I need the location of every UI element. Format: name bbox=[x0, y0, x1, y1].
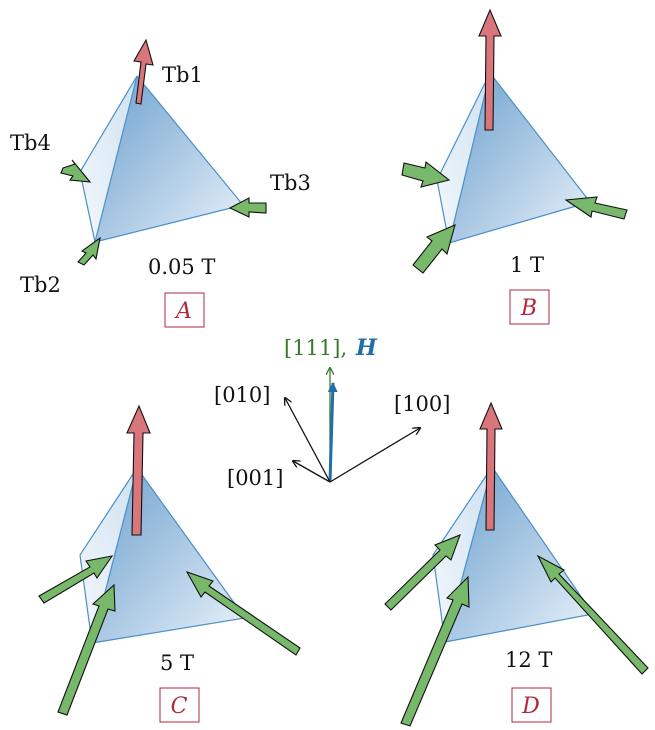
spin-arrow-tb1-a bbox=[133, 38, 154, 105]
field-H-arrow bbox=[327, 382, 338, 483]
label-tb1: Tb1 bbox=[162, 63, 203, 87]
label-tb2: Tb2 bbox=[20, 273, 61, 297]
axis-001-arrow bbox=[293, 461, 331, 483]
spin-arrow-tb3-b bbox=[564, 196, 628, 220]
tetrahedron-b bbox=[436, 72, 592, 244]
label-field-H: H bbox=[355, 335, 378, 361]
spin-arrow-tb3-d bbox=[536, 554, 649, 675]
panel-c: 5 T C bbox=[38, 404, 301, 723]
tetrahedron-a bbox=[79, 75, 245, 243]
field-label-b: 1 T bbox=[510, 253, 544, 277]
spin-arrow-tb4-b bbox=[401, 160, 451, 188]
spin-arrow-tb1-b bbox=[478, 8, 502, 131]
crystal-axes: [111], H [010] [100] [001] bbox=[214, 335, 450, 490]
field-label-c: 5 T bbox=[160, 651, 194, 675]
spin-arrow-tb4-d bbox=[384, 534, 461, 611]
panel-d: 12 T D bbox=[384, 401, 649, 727]
label-axis-100: [100] bbox=[394, 392, 450, 416]
field-label-d: 12 T bbox=[505, 648, 552, 672]
panel-letter-d: D bbox=[521, 694, 540, 719]
label-tb3: Tb3 bbox=[270, 171, 311, 195]
spin-arrow-tb1-d bbox=[479, 401, 503, 531]
label-axis-111: [111], bbox=[284, 336, 347, 360]
panel-letter-box-b bbox=[509, 289, 550, 325]
panel-b: 1 T B bbox=[401, 8, 628, 325]
axis-010-arrow bbox=[285, 398, 331, 483]
spin-arrow-tb2-c bbox=[57, 583, 116, 716]
spin-arrow-tb4-c bbox=[38, 555, 114, 604]
panel-letter-c: C bbox=[171, 694, 188, 719]
panel-letter-b: B bbox=[520, 296, 537, 321]
spin-arrow-tb1-c bbox=[126, 404, 151, 536]
panel-letter-box-d bbox=[511, 687, 552, 723]
label-tb4: Tb4 bbox=[10, 131, 51, 155]
label-axis-001: [001] bbox=[227, 466, 283, 490]
panel-letter-a: A bbox=[174, 299, 192, 324]
spin-arrow-tb3-a bbox=[228, 197, 267, 218]
spin-arrow-tb2-a bbox=[77, 236, 101, 266]
field-label-a: 0.05 T bbox=[148, 255, 215, 279]
panel-letter-box-c bbox=[159, 687, 200, 723]
spin-arrow-tb2-b bbox=[412, 224, 456, 274]
panel-letter-box-a bbox=[164, 292, 205, 328]
spin-arrow-tb2-d bbox=[400, 575, 470, 727]
spin-arrow-tb4-a bbox=[60, 159, 92, 183]
label-axis-010: [010] bbox=[214, 383, 270, 407]
spin-arrow-tb3-c bbox=[185, 571, 301, 656]
axis-100-arrow bbox=[329, 428, 420, 483]
panel-a: Tb1 Tb4 Tb2 Tb3 0.05 T A bbox=[10, 38, 311, 328]
